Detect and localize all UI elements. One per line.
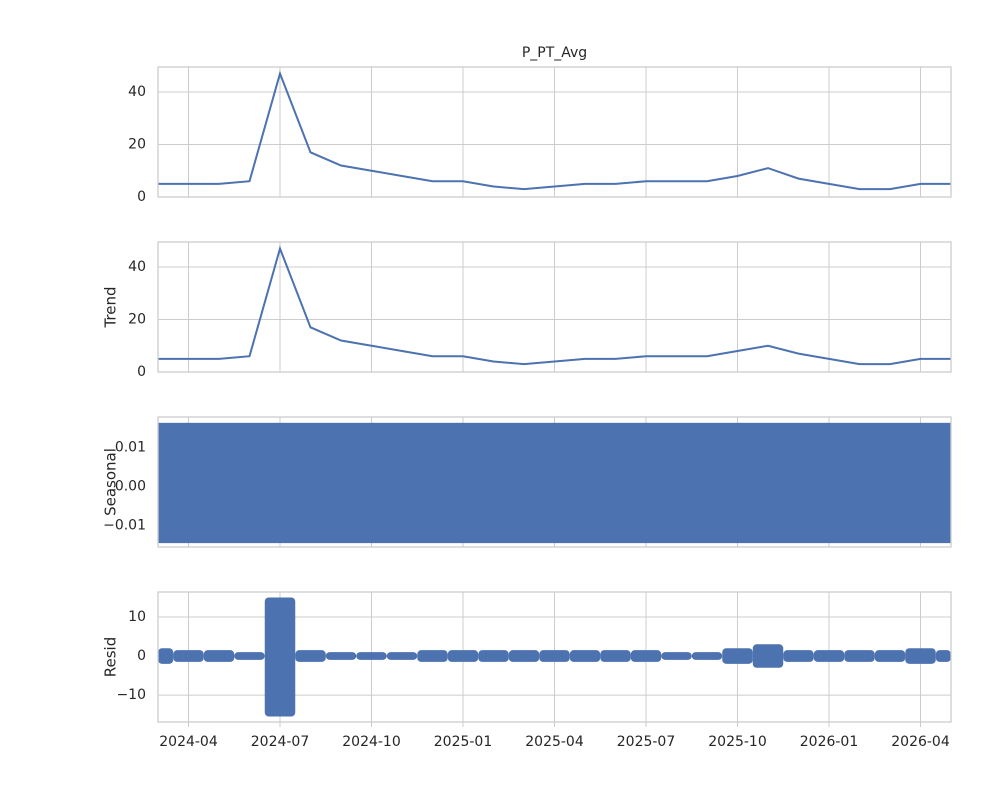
x-tick-label: 2024-07 bbox=[251, 734, 310, 750]
resid-range bbox=[661, 652, 692, 660]
resid-range bbox=[600, 650, 631, 662]
resid-range bbox=[478, 650, 509, 662]
y-tick-label: −0.01 bbox=[103, 517, 146, 533]
line bbox=[158, 245, 951, 366]
resid-range bbox=[356, 652, 387, 660]
y-tick-label: 10 bbox=[128, 609, 146, 625]
y-tick-label: 0 bbox=[137, 648, 146, 664]
y-tick-label: 0.01 bbox=[115, 440, 146, 456]
axes-frame bbox=[157, 416, 952, 548]
y-axis-label: Seasonal bbox=[102, 448, 120, 516]
y-tick-label: 20 bbox=[128, 311, 146, 327]
y-tick-label: −10 bbox=[116, 687, 146, 703]
resid-range bbox=[844, 650, 875, 662]
y-tick-label: 0 bbox=[137, 364, 146, 380]
y-tick-label: 0 bbox=[137, 189, 146, 205]
resid-range bbox=[173, 650, 204, 662]
resid-range bbox=[783, 650, 814, 662]
x-tick-label: 2025-04 bbox=[525, 734, 584, 750]
x-tick-label: 2026-04 bbox=[891, 734, 950, 750]
resid-range bbox=[691, 652, 723, 660]
x-tick-label: 2025-07 bbox=[617, 734, 676, 750]
resid-range bbox=[569, 650, 601, 662]
seasonal-band bbox=[158, 422, 951, 544]
x-tick-label: 2025-01 bbox=[434, 734, 493, 750]
x-tick-label: 2026-01 bbox=[800, 734, 859, 750]
resid-range bbox=[508, 650, 540, 662]
resid-range bbox=[386, 652, 418, 660]
resid-range bbox=[203, 650, 235, 662]
line bbox=[158, 70, 951, 191]
resid-range bbox=[325, 652, 357, 660]
y-tick-label: 40 bbox=[128, 84, 146, 100]
y-axis-label: Resid bbox=[102, 637, 120, 677]
axes-frame bbox=[157, 241, 952, 373]
resid-range bbox=[158, 648, 174, 664]
subplot-title: P_PT_Avg bbox=[522, 45, 587, 61]
resid-range bbox=[264, 597, 296, 717]
y-axis-label: Trend bbox=[102, 286, 120, 328]
resid-range bbox=[722, 648, 753, 664]
x-tick-label: 2024-04 bbox=[159, 734, 218, 750]
resid-range bbox=[905, 648, 936, 664]
axes-frame bbox=[157, 66, 952, 198]
resid-range bbox=[935, 650, 951, 662]
x-tick-label: 2025-10 bbox=[708, 734, 767, 750]
resid-range bbox=[874, 650, 906, 662]
y-tick-label: 0.00 bbox=[115, 478, 146, 494]
resid-range bbox=[447, 650, 479, 662]
resid-range bbox=[417, 650, 448, 662]
y-tick-label: 40 bbox=[128, 259, 146, 275]
resid-range bbox=[813, 650, 845, 662]
resid-range bbox=[295, 650, 326, 662]
resid-range bbox=[752, 644, 784, 668]
x-tick-label: 2024-10 bbox=[342, 734, 401, 750]
resid-range bbox=[234, 652, 265, 660]
resid-range bbox=[539, 650, 570, 662]
resid-range bbox=[630, 650, 662, 662]
y-tick-label: 20 bbox=[128, 136, 146, 152]
